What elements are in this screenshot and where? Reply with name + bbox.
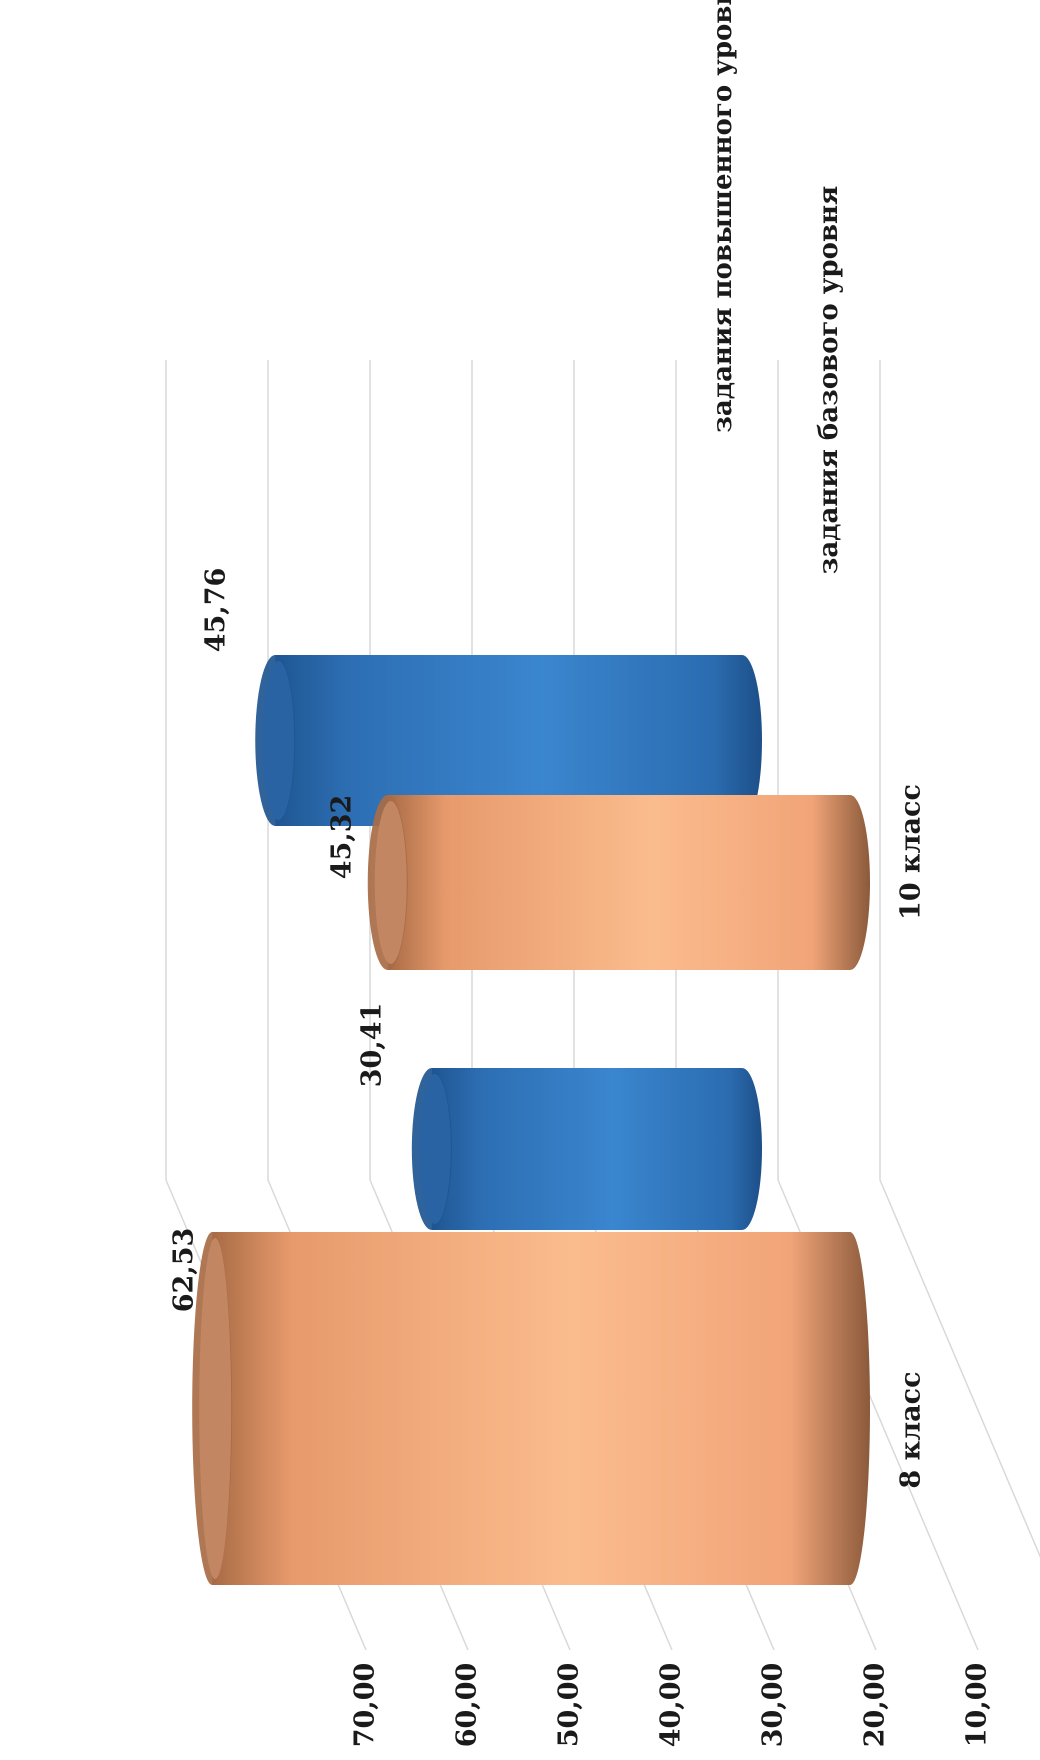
bars xyxy=(192,655,871,1585)
y-tick-label: 20,00 xyxy=(860,1663,891,1748)
y-tick-label: 10,00 xyxy=(962,1663,993,1748)
bar-advanced-level xyxy=(411,1068,762,1230)
legend: задания повышенного уровня задания базово… xyxy=(708,0,844,574)
y-tick-label: 40,00 xyxy=(656,1663,687,1748)
bar-advanced-level xyxy=(255,655,763,826)
bar-base-level xyxy=(192,1232,871,1585)
y-tick-label: 50,00 xyxy=(554,1663,585,1748)
cylinder-body xyxy=(387,795,870,970)
cylinder-body xyxy=(431,1068,762,1230)
cylinder-body xyxy=(212,1232,871,1585)
bar-base-level xyxy=(367,795,870,970)
category-label: 8 класс xyxy=(896,1371,927,1488)
y-tick-label: 70,00 xyxy=(350,1663,381,1748)
legend-entry: задания повышенного уровня xyxy=(708,0,738,433)
cylinder-cap-inner xyxy=(262,661,295,820)
y-tick-label: 30,00 xyxy=(758,1663,789,1748)
data-label: 62,53 xyxy=(169,1228,200,1313)
category-labels: 8 класс 10 класс xyxy=(896,784,927,1489)
cylinder-body xyxy=(275,655,763,826)
cylinder-cap-inner xyxy=(374,801,407,964)
category-label: 10 класс xyxy=(896,784,927,920)
data-label: 45,32 xyxy=(327,795,358,880)
data-label: 30,41 xyxy=(357,1003,388,1088)
cylinder-cap-inner xyxy=(418,1074,451,1224)
data-labels: 62,53 30,41 45,32 45,76 xyxy=(169,568,388,1313)
gridline-floor xyxy=(879,1179,1040,1558)
legend-entry: задания базового уровня xyxy=(814,186,844,575)
data-label: 45,76 xyxy=(201,568,232,653)
y-tick-label: 60,00 xyxy=(452,1663,483,1748)
cylinder-cap-inner xyxy=(199,1238,232,1579)
